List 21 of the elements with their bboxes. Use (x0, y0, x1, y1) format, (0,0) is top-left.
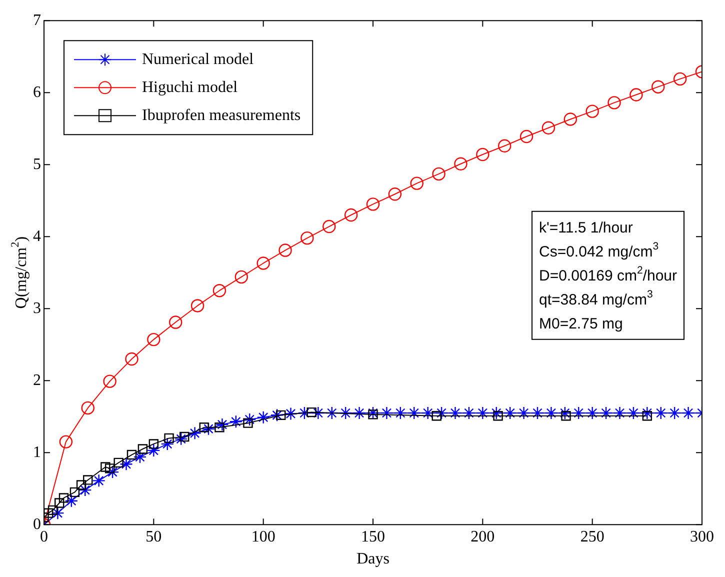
x-tick-label: 250 (580, 528, 604, 546)
y-tick-label: 2 (33, 372, 41, 389)
y-tick-label: 5 (33, 156, 41, 173)
y-tick-label: 3 (33, 300, 41, 317)
x-tick-label: 150 (361, 528, 385, 546)
x-tick-label: 200 (470, 528, 495, 546)
y-tick-label: 0 (33, 516, 41, 533)
y-tick-label: 7 (33, 12, 41, 29)
x-tick-label: 300 (690, 528, 714, 546)
y-tick-label: 6 (33, 84, 41, 101)
annotation: M0=2.75 mg (538, 316, 623, 333)
annotation: k'=11.5 1/hour (538, 220, 633, 237)
x-axis-title: Days (356, 550, 390, 568)
x-tick-label: 100 (251, 528, 276, 546)
y-axis-title: Q(mg/cm2) (10, 236, 30, 309)
legend-label: Numerical model (142, 50, 254, 68)
legend-label: Ibuprofen measurements (142, 106, 301, 124)
x-tick-label: 50 (146, 528, 162, 546)
y-tick-label: 1 (33, 444, 41, 461)
legend-label: Higuchi model (142, 78, 238, 96)
y-tick-label: 4 (33, 228, 41, 245)
